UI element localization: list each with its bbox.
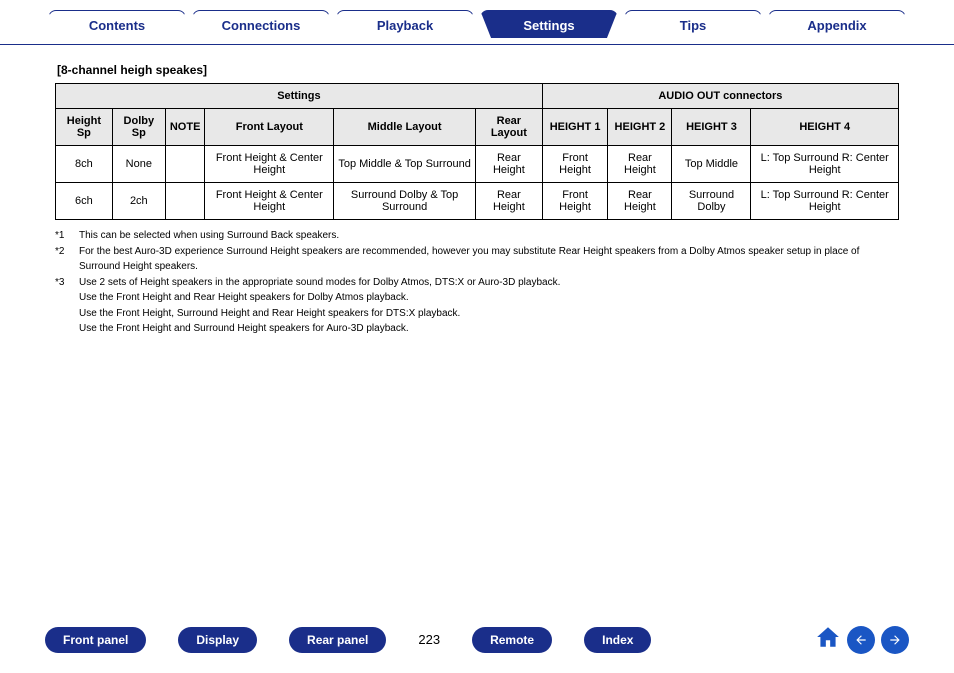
table-row: 8ch None Front Height & Center Height To… [56,146,899,183]
footnotes: *1This can be selected when using Surrou… [55,228,899,337]
col-front-layout: Front Layout [205,109,334,146]
rear-panel-button[interactable]: Rear panel [289,627,386,653]
col-note: NOTE [165,109,205,146]
page-content: [8-channel heigh speakes] Settings AUDIO… [0,45,954,337]
col-middle-layout: Middle Layout [334,109,476,146]
config-table: Settings AUDIO OUT connectors Height Sp … [55,83,899,220]
remote-button[interactable]: Remote [472,627,552,653]
top-tab-bar: Contents Connections Playback Settings T… [0,0,954,45]
tab-tips[interactable]: Tips [624,10,762,38]
tab-appendix[interactable]: Appendix [768,10,906,38]
section-title: [8-channel heigh speakes] [57,63,899,77]
col-rear-layout: Rear Layout [475,109,542,146]
col-height-sp: Height Sp [56,109,113,146]
tab-settings[interactable]: Settings [480,10,618,38]
home-icon[interactable] [815,624,841,655]
next-page-icon[interactable] [881,626,909,654]
col-height1: HEIGHT 1 [542,109,608,146]
page-number: 223 [418,632,440,647]
col-height4: HEIGHT 4 [751,109,899,146]
display-button[interactable]: Display [178,627,257,653]
prev-page-icon[interactable] [847,626,875,654]
col-height3: HEIGHT 3 [672,109,751,146]
tab-contents[interactable]: Contents [48,10,186,38]
index-button[interactable]: Index [584,627,651,653]
bottom-bar: Front panel Display Rear panel 223 Remot… [0,624,954,655]
group-header-audio-out: AUDIO OUT connectors [542,84,898,109]
col-dolby-sp: Dolby Sp [112,109,165,146]
nav-icons [815,624,909,655]
table-row: 6ch 2ch Front Height & Center Height Sur… [56,183,899,220]
front-panel-button[interactable]: Front panel [45,627,146,653]
tab-playback[interactable]: Playback [336,10,474,38]
group-header-settings: Settings [56,84,543,109]
col-height2: HEIGHT 2 [608,109,672,146]
tab-connections[interactable]: Connections [192,10,330,38]
